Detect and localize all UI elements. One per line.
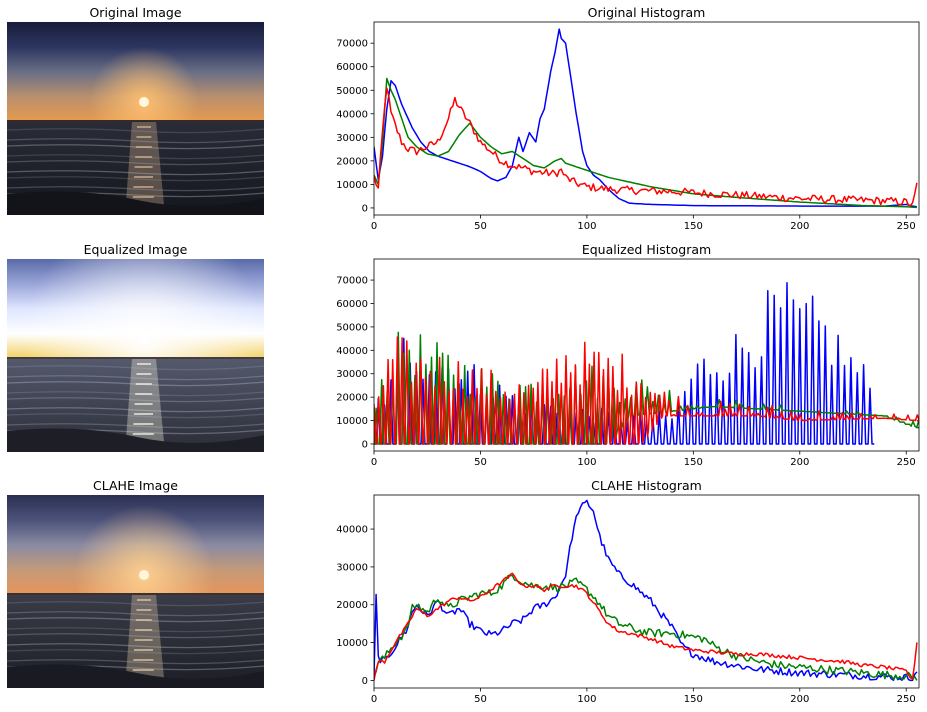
x-tick-label: 200 bbox=[790, 457, 809, 468]
y-tick-label: 30000 bbox=[336, 133, 368, 144]
x-tick-label: 200 bbox=[790, 221, 809, 232]
series-line-3 bbox=[374, 336, 919, 445]
clahe-image bbox=[7, 495, 264, 688]
original-image-title: Original Image bbox=[89, 5, 182, 20]
x-tick-label: 150 bbox=[684, 694, 703, 705]
x-tick-label: 0 bbox=[371, 694, 377, 705]
y-tick-label: 40000 bbox=[336, 525, 368, 536]
x-tick-label: 50 bbox=[474, 457, 487, 468]
y-tick-label: 40000 bbox=[336, 346, 368, 357]
series-line-3 bbox=[374, 572, 918, 681]
series-line-2 bbox=[374, 574, 918, 681]
y-tick-label: 0 bbox=[362, 439, 368, 450]
y-tick-label: 0 bbox=[362, 676, 368, 687]
x-tick-label: 200 bbox=[790, 694, 809, 705]
x-tick-label: 0 bbox=[371, 221, 377, 232]
original-histogram-title: Original Histogram bbox=[587, 5, 706, 20]
equalized-image bbox=[7, 259, 264, 452]
y-tick-label: 70000 bbox=[336, 39, 368, 50]
axes-frame bbox=[373, 21, 920, 216]
y-tick-label: 40000 bbox=[336, 109, 368, 120]
y-tick-label: 10000 bbox=[336, 638, 368, 649]
clahe-image-title: CLAHE Image bbox=[93, 478, 178, 493]
x-tick-label: 250 bbox=[897, 457, 916, 468]
y-tick-label: 30000 bbox=[336, 369, 368, 380]
y-tick-label: 10000 bbox=[336, 180, 368, 191]
x-tick-label: 0 bbox=[371, 457, 377, 468]
x-tick-label: 250 bbox=[897, 694, 916, 705]
y-tick-label: 50000 bbox=[336, 322, 368, 333]
histogram-plot-1: 0 50 100 150 200 250 0 10000 20000 30000 40000 5000… bbox=[336, 21, 920, 232]
equalized-histogram-title: Equalized Histogram bbox=[581, 242, 712, 257]
y-tick-label: 0 bbox=[362, 203, 368, 214]
x-tick-label: 250 bbox=[897, 221, 916, 232]
axes-frame bbox=[373, 258, 920, 452]
series-line-3 bbox=[374, 87, 918, 207]
y-tick-label: 70000 bbox=[336, 276, 368, 287]
histogram-plot-2: 0 50 100 150 200 250 0 10000 20000 30000 40000 5000… bbox=[336, 258, 920, 468]
original-image bbox=[7, 22, 264, 215]
y-tick-label: 60000 bbox=[336, 62, 368, 73]
clahe-histogram-title: CLAHE Histogram bbox=[591, 478, 702, 493]
sun-shape bbox=[139, 97, 149, 107]
y-tick-label: 30000 bbox=[336, 562, 368, 573]
x-tick-label: 50 bbox=[474, 694, 487, 705]
x-tick-label: 100 bbox=[577, 221, 596, 232]
series-line-1 bbox=[374, 499, 918, 682]
equalized-image-title: Equalized Image bbox=[83, 242, 188, 257]
y-tick-label: 20000 bbox=[336, 600, 368, 611]
series-line-1 bbox=[374, 28, 918, 208]
series-line-2 bbox=[374, 331, 919, 445]
x-tick-label: 150 bbox=[684, 457, 703, 468]
sun-shape bbox=[139, 570, 149, 580]
histogram-plot-3: 0 50 100 150 200 250 0 10000 20000 30000 40000 bbox=[336, 494, 920, 705]
y-tick-label: 10000 bbox=[336, 416, 368, 427]
x-tick-label: 150 bbox=[684, 221, 703, 232]
y-tick-label: 50000 bbox=[336, 86, 368, 97]
sun-shape bbox=[139, 334, 149, 344]
series-line-2 bbox=[374, 77, 917, 209]
axes-frame bbox=[373, 494, 920, 689]
y-tick-label: 60000 bbox=[336, 299, 368, 310]
x-tick-label: 100 bbox=[577, 694, 596, 705]
x-tick-label: 50 bbox=[474, 221, 487, 232]
y-tick-label: 20000 bbox=[336, 156, 368, 167]
y-tick-label: 20000 bbox=[336, 393, 368, 404]
x-tick-label: 100 bbox=[577, 457, 596, 468]
